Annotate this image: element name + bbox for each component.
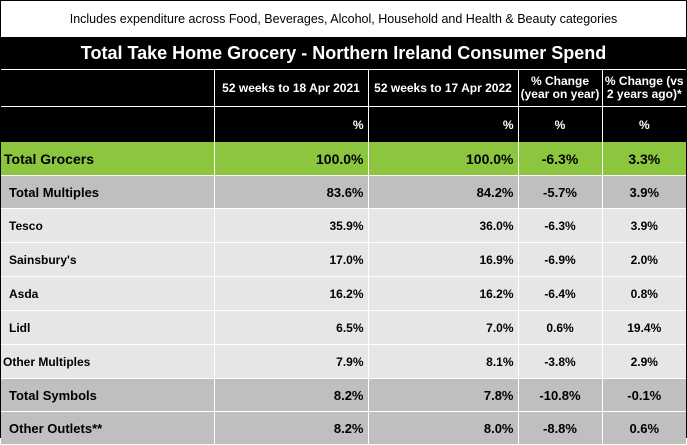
cell-yoy: -6.3% [518, 142, 603, 176]
cell-vs2y: 3.3% [602, 142, 687, 176]
row-label: Total Grocers [1, 142, 215, 176]
spend-table: Total Take Home Grocery - Northern Irela… [1, 37, 687, 445]
header-row: 52 weeks to 18 Apr 2021 52 weeks to 17 A… [1, 69, 687, 107]
title-row: Total Take Home Grocery - Northern Irela… [1, 37, 687, 70]
caption: Includes expenditure across Food, Bevera… [69, 12, 618, 26]
cell-2021: 100.0% [214, 142, 369, 176]
cell-2021: 6.5% [214, 310, 369, 345]
row-label: Other Multiples [1, 344, 215, 379]
cell-vs2y: 3.9% [602, 175, 687, 209]
cell-2022: 7.0% [368, 310, 519, 345]
cell-vs2y: 0.8% [602, 276, 687, 311]
table-row: Asda 16.2% 16.2% -6.4% 0.8% [1, 276, 687, 311]
header-vs2y: % Change (vs 2 years ago)* [602, 69, 687, 107]
cell-2021: 35.9% [214, 208, 369, 243]
table-row: Sainsbury's 17.0% 16.9% -6.9% 2.0% [1, 242, 687, 277]
row-label: Lidl [1, 310, 215, 345]
cell-2022: 16.2% [368, 276, 519, 311]
cell-vs2y: 2.0% [602, 242, 687, 277]
unit-yoy: % [518, 106, 603, 142]
cell-2021: 17.0% [214, 242, 369, 277]
row-label: Total Multiples [1, 175, 215, 209]
cell-2022: 7.8% [368, 378, 519, 412]
row-label: Sainsbury's [1, 242, 215, 277]
unit-2022: % [368, 106, 519, 142]
cell-2021: 83.6% [214, 175, 369, 209]
cell-2022: 36.0% [368, 208, 519, 243]
unit-2021: % [214, 106, 369, 142]
table-row: Total Grocers 100.0% 100.0% -6.3% 3.3% [1, 142, 687, 176]
cell-yoy: -8.8% [518, 411, 603, 445]
cell-2022: 8.1% [368, 344, 519, 379]
cell-yoy: -6.3% [518, 208, 603, 243]
cell-yoy: 0.6% [518, 310, 603, 345]
header-2022: 52 weeks to 17 Apr 2022 [368, 69, 519, 107]
cell-yoy: -6.9% [518, 242, 603, 277]
cell-2021: 8.2% [214, 378, 369, 412]
table-row: Total Symbols 8.2% 7.8% -10.8% -0.1% [1, 378, 687, 412]
cell-2021: 7.9% [214, 344, 369, 379]
cell-yoy: -3.8% [518, 344, 603, 379]
header-blank [1, 69, 215, 107]
cell-2021: 16.2% [214, 276, 369, 311]
cell-yoy: -5.7% [518, 175, 603, 209]
cell-2022: 84.2% [368, 175, 519, 209]
table-title: Total Take Home Grocery - Northern Irela… [1, 37, 687, 70]
cell-vs2y: 2.9% [602, 344, 687, 379]
cell-vs2y: -0.1% [602, 378, 687, 412]
cell-vs2y: 19.4% [602, 310, 687, 345]
header-yoy: % Change (year on year) [518, 69, 603, 107]
row-label: Other Outlets** [1, 411, 215, 445]
table-row: Other Multiples 7.9% 8.1% -3.8% 2.9% [1, 344, 687, 379]
cell-yoy: -6.4% [518, 276, 603, 311]
cell-2022: 100.0% [368, 142, 519, 176]
row-label: Asda [1, 276, 215, 311]
cell-2022: 16.9% [368, 242, 519, 277]
table-row: Total Multiples 83.6% 84.2% -5.7% 3.9% [1, 175, 687, 209]
cell-vs2y: 0.6% [602, 411, 687, 445]
unit-blank [1, 106, 215, 142]
unit-row: % % % % [1, 106, 687, 142]
unit-vs2y: % [602, 106, 687, 142]
row-label: Total Symbols [1, 378, 215, 412]
cell-yoy: -10.8% [518, 378, 603, 412]
table-row: Lidl 6.5% 7.0% 0.6% 19.4% [1, 310, 687, 345]
header-2021: 52 weeks to 18 Apr 2021 [214, 69, 369, 107]
cell-2022: 8.0% [368, 411, 519, 445]
cell-vs2y: 3.9% [602, 208, 687, 243]
table-row: Tesco 35.9% 36.0% -6.3% 3.9% [1, 208, 687, 243]
cell-2021: 8.2% [214, 411, 369, 445]
table-row: Other Outlets** 8.2% 8.0% -8.8% 0.6% [1, 411, 687, 445]
row-label: Tesco [1, 208, 215, 243]
